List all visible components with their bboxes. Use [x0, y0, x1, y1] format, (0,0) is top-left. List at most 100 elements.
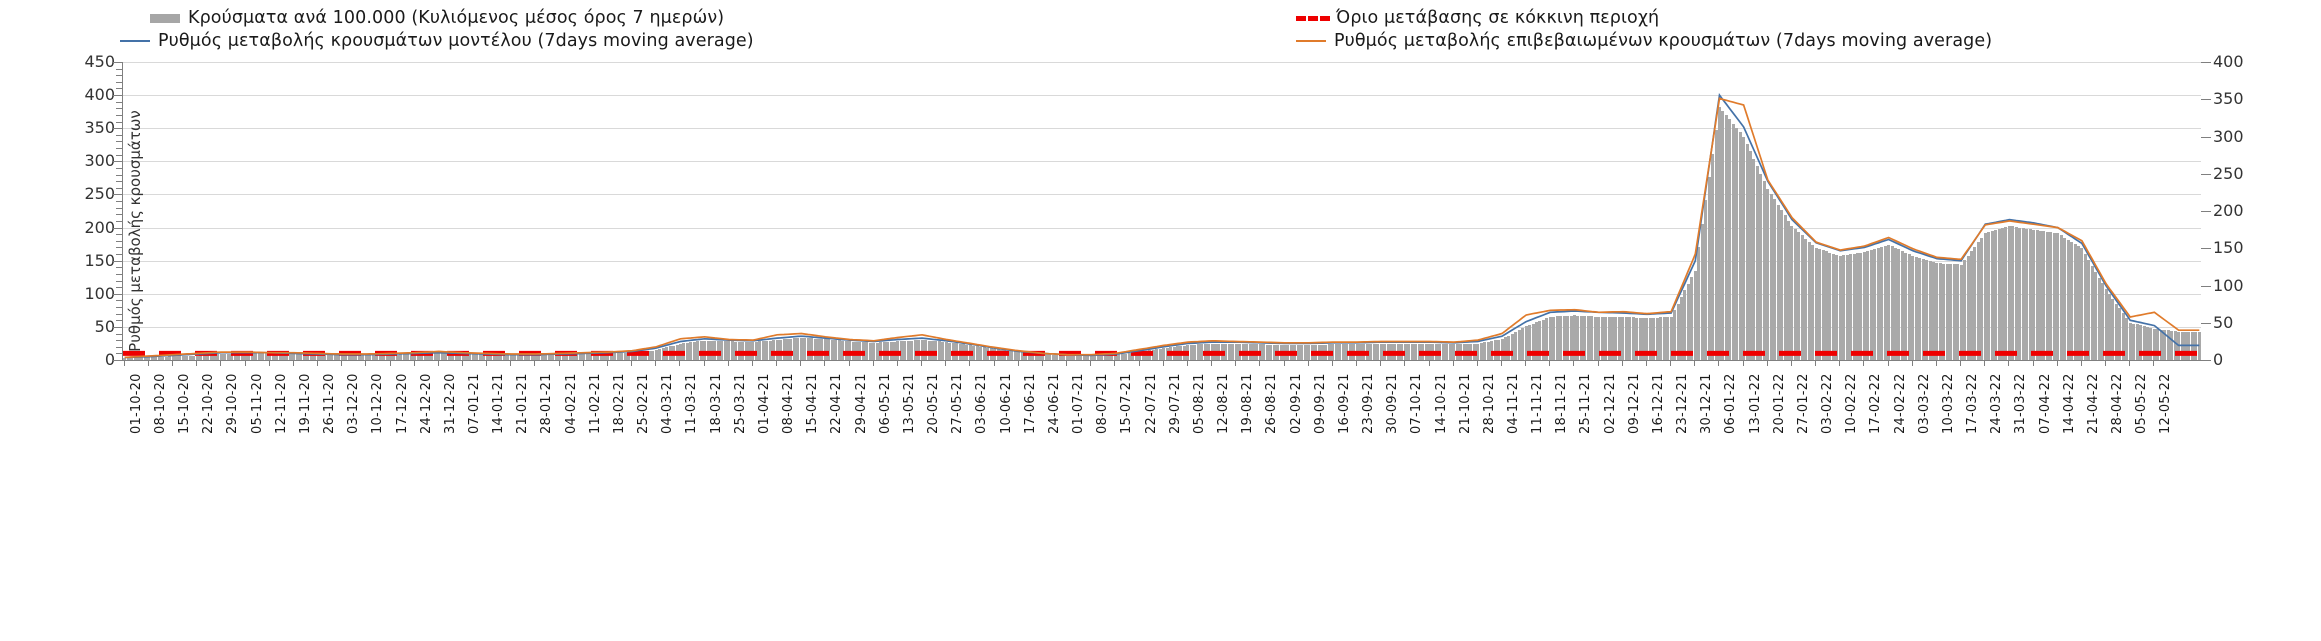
- bar: [1887, 244, 1891, 360]
- bar: [865, 342, 869, 360]
- legend-item-red-zone-threshold[interactable]: Όριο μετάβασης σε κόκκινη περιοχή: [1296, 8, 1659, 28]
- bar: [371, 354, 375, 360]
- x-axis-tick-label: 25-03-21: [732, 373, 748, 434]
- bar: [1680, 297, 1683, 360]
- bar: [1044, 354, 1048, 360]
- x-axis-tick: [1162, 360, 1164, 366]
- bar: [275, 353, 279, 360]
- legend-item-model-change-rate[interactable]: Ρυθμός μεταβολής κρουσμάτων μοντέλου (7d…: [120, 31, 754, 51]
- bar: [868, 342, 872, 360]
- bar: [606, 353, 610, 360]
- bar: [1635, 317, 1639, 360]
- x-axis-tick-label: 15-04-21: [805, 373, 821, 434]
- bar: [268, 353, 272, 360]
- bar: [1707, 176, 1711, 360]
- bar: [1117, 354, 1121, 360]
- bar: [333, 354, 337, 360]
- x-axis-tick: [872, 360, 874, 366]
- x-axis-tick-label: 22-04-21: [829, 373, 845, 434]
- bar: [209, 354, 213, 360]
- bar: [2076, 246, 2080, 360]
- bar: [1521, 328, 1525, 360]
- bar: [692, 341, 696, 360]
- tick-mark: [2201, 136, 2211, 138]
- legend-item-cases-per-100000[interactable]: Κρούσματα ανά 100.000 (Κυλιόμενος μέσος …: [150, 8, 724, 28]
- x-axis-tick: [220, 360, 222, 366]
- bar: [592, 353, 596, 360]
- bar: [768, 340, 772, 360]
- bar: [1269, 344, 1273, 360]
- x-axis-tick: [1114, 360, 1116, 366]
- bar: [924, 340, 928, 360]
- bar: [1631, 317, 1635, 360]
- bar: [1231, 343, 1235, 360]
- bar: [502, 354, 506, 360]
- x-axis-tick-label: 07-01-21: [467, 373, 482, 434]
- bar: [1607, 316, 1611, 360]
- bar: [1503, 337, 1507, 360]
- bar: [1787, 220, 1790, 360]
- bar: [1638, 317, 1642, 360]
- x-axis-tick-label: 05-11-20: [249, 373, 265, 434]
- tick-mark-minor: [116, 307, 123, 309]
- bar: [1265, 344, 1269, 360]
- bar: [464, 353, 468, 360]
- legend-item-confirmed-change-rate[interactable]: Ρυθμός μεταβολής επιβεβαιωμένων κρουσμάτ…: [1296, 31, 1992, 51]
- tick-mark: [2201, 248, 2211, 250]
- bar: [934, 341, 938, 360]
- bar: [1445, 344, 1449, 360]
- bar: [1790, 225, 1794, 360]
- bar: [1807, 241, 1811, 360]
- bar: [1062, 355, 1066, 360]
- bar: [499, 354, 503, 360]
- y-axis-right-tick-label: 250: [2213, 163, 2244, 183]
- tick-mark: [113, 62, 123, 63]
- bar: [1476, 343, 1480, 360]
- bar: [1151, 349, 1155, 360]
- bar: [1441, 344, 1445, 360]
- x-axis-tick: [751, 360, 753, 366]
- bar: [1652, 317, 1656, 360]
- bar: [1541, 319, 1545, 360]
- bar: [1994, 230, 1998, 360]
- bar: [392, 354, 396, 360]
- y-axis-left-tick-label: 300: [84, 151, 115, 171]
- bar: [161, 356, 165, 360]
- bar: [282, 353, 285, 360]
- bar: [1497, 339, 1501, 360]
- x-axis-tick: [2105, 360, 2107, 366]
- bar: [437, 353, 441, 360]
- x-axis-tick: [244, 360, 246, 366]
- tick-mark: [113, 95, 123, 97]
- bar: [2170, 330, 2174, 360]
- bar: [157, 356, 161, 360]
- bar: [1155, 349, 1159, 360]
- bar: [1866, 250, 1870, 360]
- bar: [2156, 329, 2160, 360]
- x-axis-tick: [365, 360, 367, 366]
- x-axis-tick: [606, 360, 608, 366]
- x-axis-tick: [1380, 360, 1382, 366]
- bar: [1669, 316, 1673, 360]
- bar: [150, 356, 154, 360]
- bar: [730, 341, 734, 360]
- bar: [2149, 327, 2153, 360]
- tick-mark-minor: [116, 254, 123, 256]
- x-axis-tick-label: 01-10-20: [128, 373, 144, 434]
- bar: [834, 340, 838, 360]
- x-axis-tick: [1670, 360, 1672, 366]
- bar: [433, 353, 437, 360]
- bar: [416, 353, 420, 360]
- y-axis-right-tick-label: 50: [2213, 312, 2234, 332]
- bar: [1780, 209, 1784, 360]
- bar: [1990, 231, 1994, 360]
- gridline: [123, 227, 2201, 229]
- bar: [1528, 325, 1532, 360]
- bar: [1856, 253, 1860, 360]
- bar: [413, 354, 417, 360]
- bar: [1711, 153, 1715, 360]
- bar: [261, 353, 265, 360]
- x-axis-tick-label: 13-05-21: [901, 373, 917, 434]
- bar: [1041, 354, 1045, 360]
- x-axis-tick-label: 16-09-21: [1336, 373, 1352, 434]
